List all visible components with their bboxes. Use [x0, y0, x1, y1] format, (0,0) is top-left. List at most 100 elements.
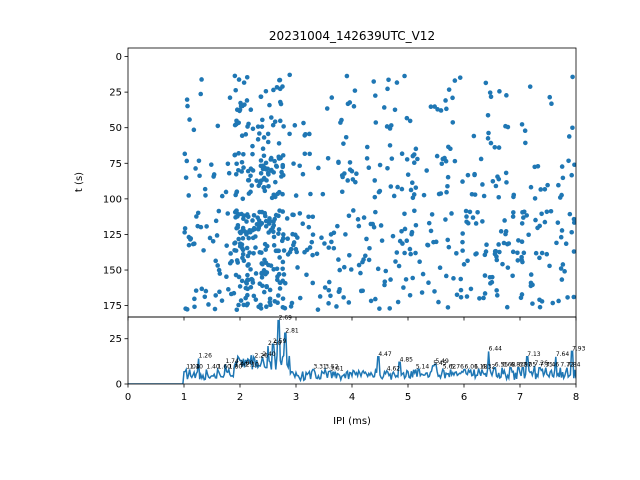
x-tick-label: 3	[293, 392, 299, 403]
scatter-point	[236, 302, 241, 308]
scatter-point	[544, 209, 550, 215]
y-tick-label: 125	[103, 230, 122, 241]
scatter-point	[510, 214, 516, 219]
scatter-point	[572, 162, 576, 168]
scatter-point	[356, 262, 362, 268]
scatter-point	[274, 266, 280, 272]
scatter-point	[194, 214, 199, 219]
scatter-point	[297, 163, 302, 169]
scatter-point	[212, 306, 218, 312]
scatter-point	[346, 300, 352, 305]
scatter-y-ticks: 0 25 50 75 100 125 150 175	[103, 52, 577, 321]
scatter-point	[250, 151, 255, 157]
scatter-point	[208, 162, 214, 167]
scatter-point	[402, 211, 407, 217]
scatter-panel: 0 25 50 75 100 125 150 175 t (s)	[74, 47, 577, 321]
scatter-point	[496, 145, 502, 150]
scatter-point	[463, 208, 469, 214]
scatter-point	[445, 174, 451, 180]
scatter-point	[352, 88, 358, 93]
scatter-point	[187, 117, 192, 122]
scatter-point	[488, 94, 494, 100]
scatter-point	[257, 209, 262, 215]
scatter-point	[482, 273, 488, 278]
scatter-point	[346, 213, 352, 219]
scatter-point	[290, 231, 295, 237]
scatter-point	[339, 117, 344, 123]
scatter-point	[202, 294, 208, 300]
scatter-point	[319, 235, 324, 241]
scatter-point	[307, 131, 312, 137]
scatter-point	[271, 243, 277, 248]
peak-label: 7.84	[567, 362, 581, 369]
scatter-point	[539, 250, 545, 256]
scatter-point	[199, 286, 205, 292]
scatter-point	[259, 270, 264, 276]
scatter-point	[262, 210, 268, 216]
scatter-point	[484, 242, 489, 248]
scatter-point	[260, 261, 265, 267]
scatter-point	[246, 235, 252, 241]
scatter-point	[488, 281, 493, 286]
peak-label: 5.76	[451, 364, 465, 371]
scatter-point	[234, 258, 240, 263]
scatter-point	[563, 241, 569, 247]
scatter-point	[248, 189, 253, 195]
scatter-point	[262, 257, 267, 263]
peak-label: 1.74	[225, 358, 239, 365]
scatter-point	[217, 271, 223, 276]
scatter-point	[244, 75, 250, 80]
scatter-point	[436, 191, 442, 197]
scatter-point	[201, 248, 206, 253]
scatter-point	[216, 267, 222, 273]
scatter-point	[401, 285, 406, 290]
peak-label: 6.18	[474, 364, 488, 371]
scatter-point	[219, 298, 225, 303]
scatter-point	[184, 158, 190, 164]
y-tick-label: 25	[109, 88, 122, 99]
scatter-point	[419, 290, 425, 295]
scatter-point	[310, 232, 316, 237]
scatter-point	[248, 284, 254, 290]
peak-label: 5.14	[416, 364, 430, 371]
scatter-point	[227, 95, 233, 101]
scatter-point	[413, 250, 418, 256]
scatter-point	[399, 186, 405, 192]
scatter-point	[482, 291, 488, 296]
scatter-point	[244, 98, 250, 103]
scatter-point	[219, 193, 225, 199]
scatter-point	[524, 213, 530, 218]
scatter-point	[326, 279, 332, 285]
scatter-point	[310, 280, 316, 286]
scatter-point	[304, 272, 309, 278]
scatter-point	[477, 296, 482, 301]
peak-label: 7.72	[560, 362, 574, 369]
scatter-point	[239, 133, 245, 139]
x-tick-label: 2	[237, 392, 243, 403]
scatter-point	[250, 235, 256, 241]
scatter-point	[266, 183, 271, 189]
scatter-point	[240, 196, 246, 202]
scatter-point	[356, 223, 362, 229]
scatter-point	[379, 238, 385, 243]
scatter-point	[569, 172, 574, 178]
scatter-point	[251, 293, 257, 299]
scatter-point	[571, 220, 576, 225]
scatter-point	[328, 293, 333, 299]
scatter-point	[248, 267, 253, 272]
scatter-point	[198, 224, 204, 230]
scatter-point	[295, 265, 300, 270]
scatter-point	[334, 304, 339, 309]
scatter-point	[273, 179, 278, 185]
scatter-point	[468, 286, 474, 292]
scatter-point	[480, 182, 485, 187]
scatter-point	[253, 271, 259, 276]
scatter-point	[262, 241, 268, 247]
scatter-point	[197, 173, 202, 179]
scatter-point	[292, 123, 298, 128]
peak-label: 4.62	[387, 365, 401, 372]
scatter-point	[240, 225, 246, 231]
scatter-point	[256, 226, 261, 232]
peak-label: 4.47	[378, 351, 392, 358]
